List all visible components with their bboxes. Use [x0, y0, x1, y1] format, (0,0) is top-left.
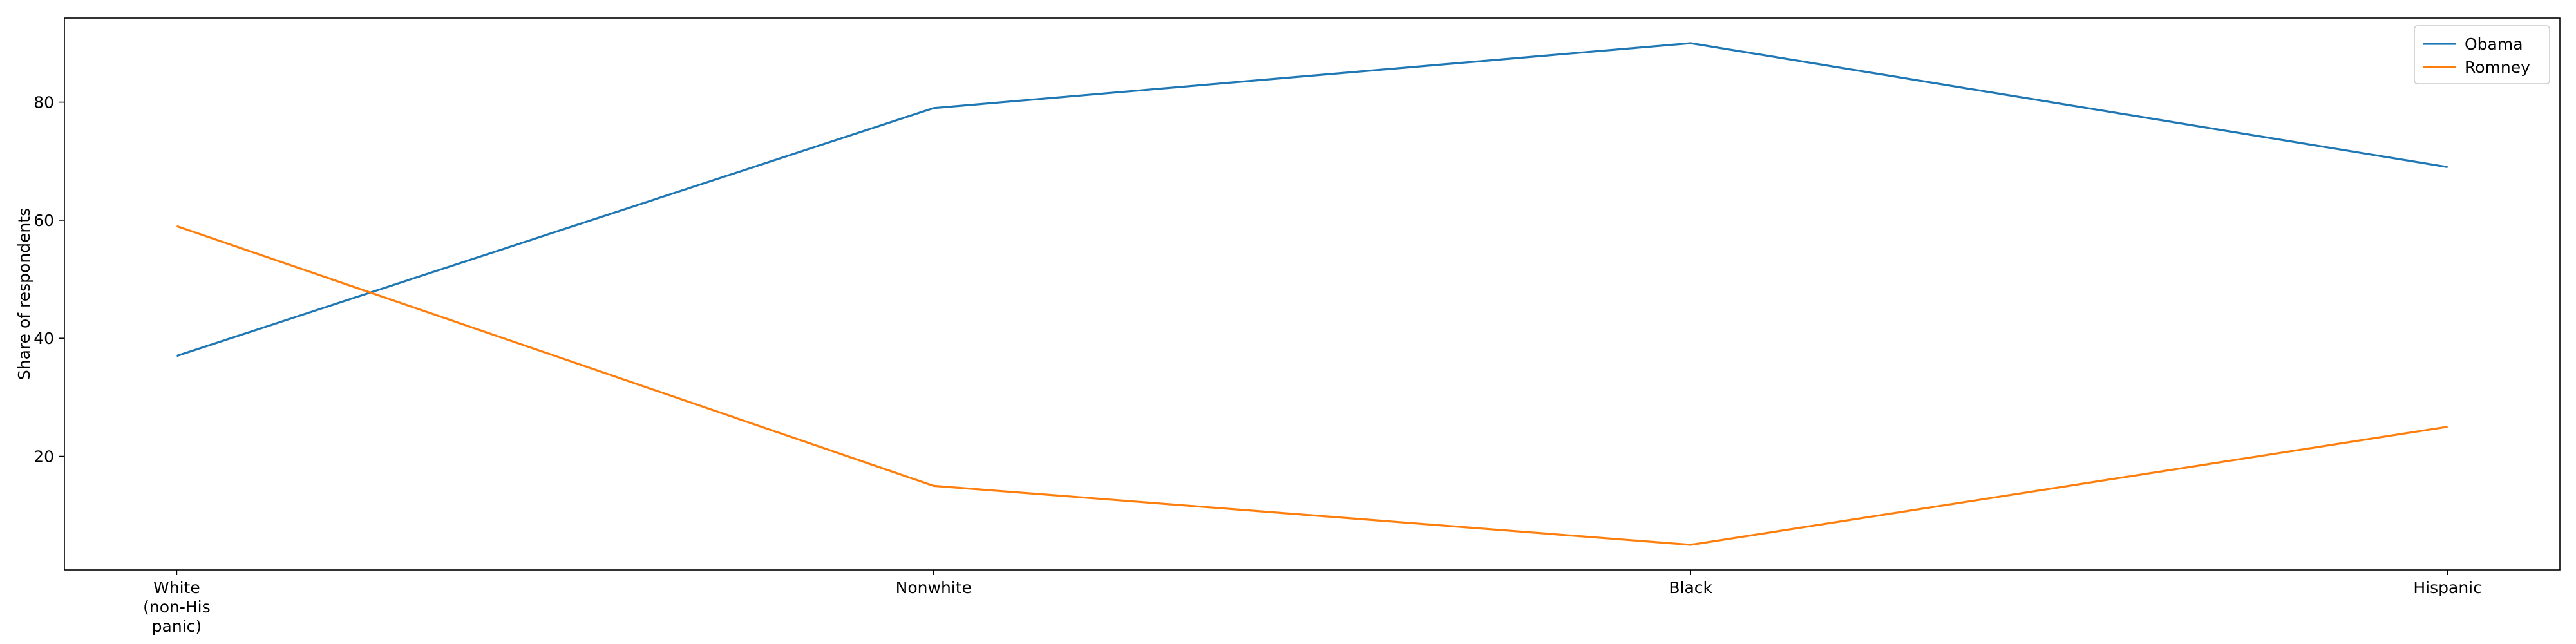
y-tick-label: 80 — [33, 93, 54, 112]
x-tick-label: White (non-His panic) — [143, 578, 211, 636]
series-line-romney — [176, 225, 2448, 546]
legend-box — [2414, 25, 2550, 84]
legend-label-obama: Obama — [2465, 35, 2523, 53]
x-tick-label: Black — [1669, 578, 1712, 597]
x-tick-label: Nonwhite — [896, 578, 972, 597]
series-layer — [176, 42, 2448, 546]
legend-label-romney: Romney — [2465, 58, 2530, 77]
y-tick-label: 20 — [33, 448, 54, 466]
y-axis: 20 40 60 80 — [33, 93, 64, 466]
y-axis-title: Share of respondents — [15, 208, 33, 380]
x-tick-label: Hispanic — [2413, 578, 2482, 597]
x-axis: White (non-His panic) Nonwhite Black Hispanic — [143, 570, 2482, 636]
series-line-obama — [176, 42, 2448, 357]
plot-frame — [64, 17, 2561, 571]
legend: Obama Romney — [2414, 25, 2550, 84]
y-tick-label: 60 — [33, 211, 54, 230]
y-tick-label: 40 — [33, 329, 54, 348]
